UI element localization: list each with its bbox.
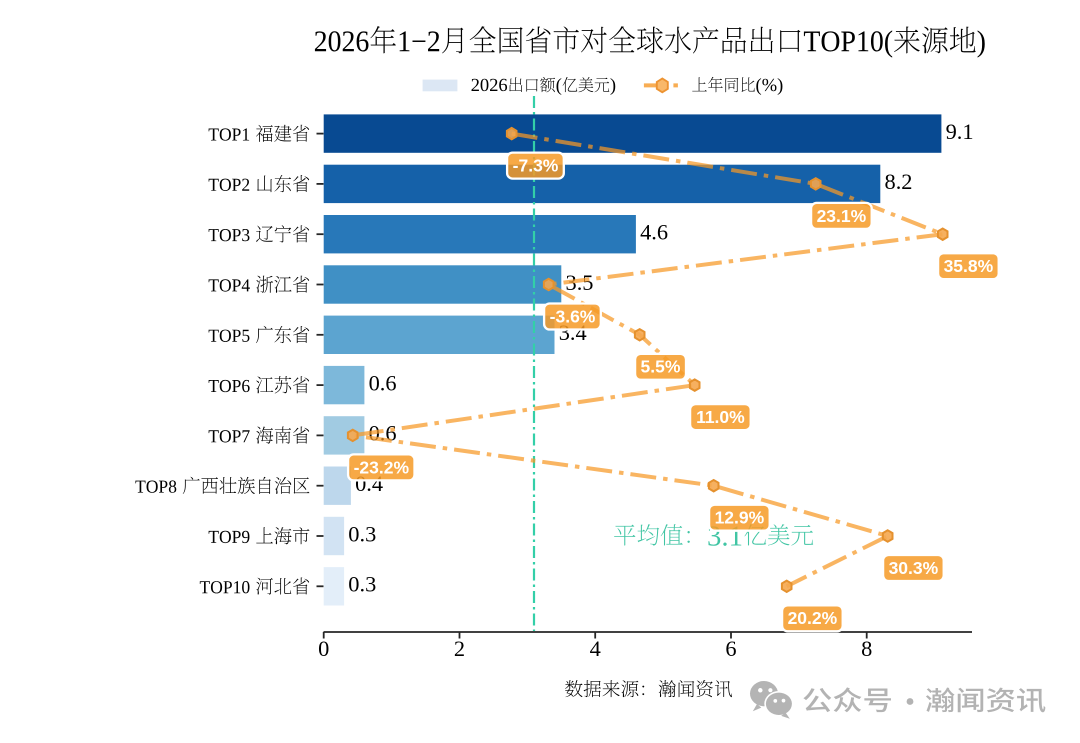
svg-text:6: 6: [725, 636, 736, 661]
svg-text:35.8%: 35.8%: [944, 256, 994, 276]
svg-text:8.2: 8.2: [885, 169, 913, 194]
svg-text:4: 4: [590, 636, 601, 661]
svg-text:20.2%: 20.2%: [788, 608, 838, 628]
svg-text:4.6: 4.6: [640, 220, 668, 245]
svg-text:9.1: 9.1: [946, 119, 974, 144]
svg-text:0.3: 0.3: [348, 572, 376, 597]
svg-text:11.0%: 11.0%: [696, 407, 745, 427]
svg-text:5.5%: 5.5%: [641, 357, 681, 377]
svg-text:12.9%: 12.9%: [715, 508, 765, 528]
svg-text:0.3: 0.3: [348, 521, 376, 546]
svg-text:8: 8: [861, 636, 872, 661]
svg-text:0.6: 0.6: [369, 370, 397, 395]
svg-text:23.1%: 23.1%: [817, 206, 867, 226]
svg-text:-7.3%: -7.3%: [513, 156, 559, 176]
svg-text:-23.2%: -23.2%: [354, 457, 410, 477]
svg-text:0: 0: [318, 636, 329, 661]
svg-text:30.3%: 30.3%: [889, 558, 939, 578]
svg-text:-3.6%: -3.6%: [550, 306, 596, 326]
svg-text:2: 2: [454, 636, 465, 661]
